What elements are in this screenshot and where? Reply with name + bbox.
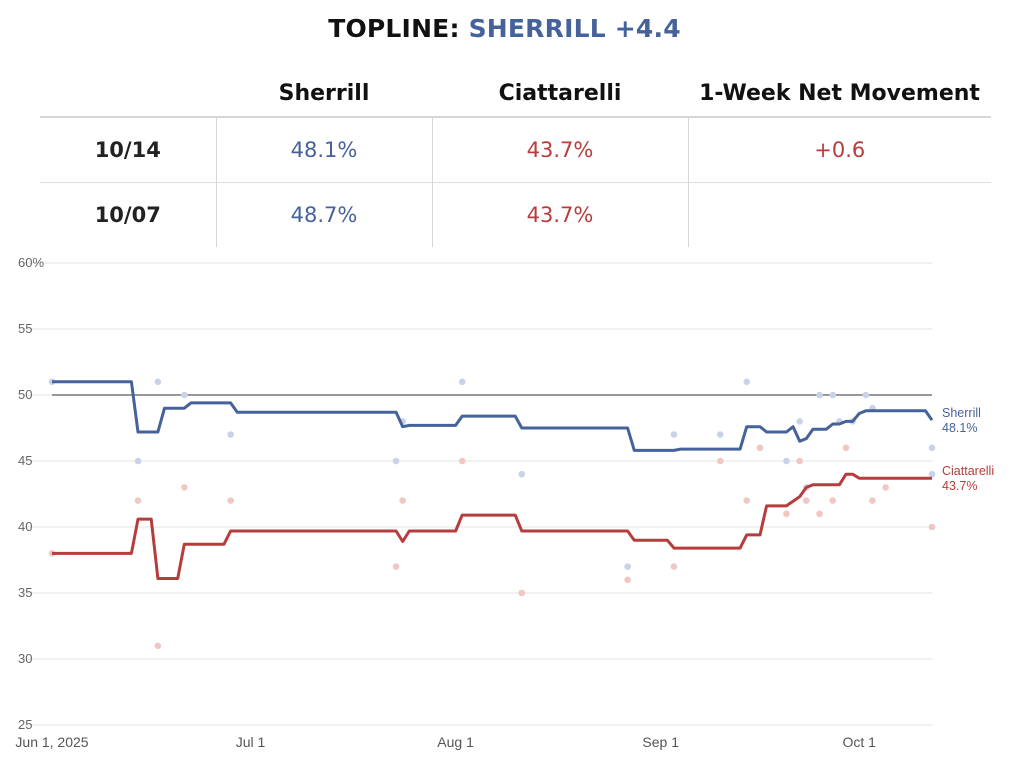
y-tick-label: 30	[18, 651, 32, 666]
y-tick-label: 60%	[18, 255, 44, 270]
x-tick-label: Oct 1	[842, 734, 876, 750]
x-axis-ticks: Jun 1, 2025 Jul 1 Aug 1 Sep 1 Oct 1	[15, 734, 876, 750]
header-net-movement: 1-Week Net Movement	[688, 70, 991, 118]
header-date	[40, 70, 216, 118]
poll-dot-sherrill	[862, 391, 870, 399]
poll-dot-ciattarelli	[796, 457, 803, 465]
series-value-sherrill: 48.1%	[942, 421, 977, 435]
poll-dot-ciattarelli	[670, 563, 678, 570]
poll-dot-sherrill	[227, 431, 234, 438]
poll-dot-sherrill	[181, 391, 188, 399]
poll-dot-sherrill	[154, 378, 162, 386]
poll-dot-sherrill	[518, 470, 526, 478]
poll-dot-sherrill	[796, 418, 803, 425]
y-tick-label: 40	[18, 519, 32, 534]
poll-dot-ciattarelli	[399, 497, 406, 504]
poll-dot-sherrill	[458, 378, 466, 386]
table-header-row: Sherrill Ciattarelli 1-Week Net Movement	[40, 70, 991, 118]
poll-dot-ciattarelli	[829, 497, 837, 504]
x-tick-label: Jul 1	[236, 734, 266, 750]
headline-accent: SHERRILL +4.4	[468, 14, 681, 43]
row-ciattarelli-value: 43.7%	[431, 117, 688, 183]
y-tick-label: 45	[18, 453, 32, 468]
poll-dot-sherrill	[134, 457, 142, 465]
poll-dot-ciattarelli	[154, 642, 162, 650]
series-name-ciattarelli: Ciattarelli	[942, 464, 994, 478]
poll-dot-sherrill	[743, 378, 751, 386]
topline-table: Sherrill Ciattarelli 1-Week Net Movement…	[40, 70, 991, 247]
poll-dot-ciattarelli	[869, 497, 876, 504]
poll-dot-sherrill	[829, 391, 837, 399]
poll-dot-sherrill	[670, 431, 678, 438]
row-net-movement: +0.6	[687, 117, 991, 183]
table-row: 10/07 48.7% 43.7%	[40, 182, 991, 247]
poll-dot-ciattarelli	[227, 497, 234, 504]
header-sherrill: Sherrill	[216, 70, 432, 118]
poll-dot-sherrill	[928, 470, 936, 478]
poll-dot-ciattarelli	[518, 589, 526, 597]
row-date: 10/07	[94, 203, 161, 227]
header-ciattarelli: Ciattarelli	[432, 70, 688, 118]
y-tick-label: 35	[18, 585, 32, 600]
poll-dot-ciattarelli	[882, 484, 889, 491]
y-tick-label: 50	[18, 387, 32, 402]
poll-dot-ciattarelli	[716, 457, 724, 465]
poll-dot-sherrill	[392, 457, 400, 465]
poll-dot-ciattarelli	[783, 510, 790, 518]
y-axis-ticks: 60% 55 50 45 40 35 30 25	[18, 255, 44, 732]
poll-dots	[48, 378, 936, 650]
x-tick-label: Jun 1, 2025	[15, 734, 88, 750]
series-line-sherrill	[52, 380, 934, 452]
poll-dot-ciattarelli	[802, 497, 810, 504]
poll-dot-ciattarelli	[181, 484, 188, 491]
poll-dot-sherrill	[816, 391, 823, 399]
poll-dot-ciattarelli	[756, 444, 764, 452]
headline-prefix: TOPLINE:	[328, 14, 460, 43]
poll-dot-ciattarelli	[928, 523, 936, 531]
row-net-movement	[687, 182, 991, 247]
row-ciattarelli-value: 43.7%	[431, 182, 688, 247]
row-sherrill-value: 48.7%	[215, 182, 432, 247]
series-name-sherrill: Sherrill	[942, 406, 981, 420]
series-value-ciattarelli: 43.7%	[942, 479, 977, 493]
series-lines	[52, 380, 934, 580]
row-sherrill-value: 48.1%	[215, 117, 432, 183]
poll-dot-ciattarelli	[816, 510, 823, 518]
poll-dot-ciattarelli	[134, 497, 142, 504]
y-tick-label: 25	[18, 717, 32, 732]
poll-dot-sherrill	[716, 431, 724, 438]
poll-dot-sherrill	[624, 563, 631, 570]
x-tick-label: Aug 1	[437, 734, 474, 750]
poll-dot-ciattarelli	[842, 444, 850, 452]
gridlines	[22, 262, 932, 726]
poll-dot-ciattarelli	[392, 563, 400, 570]
polling-average-chart: 60% 55 50 45 40 35 30 25 Jun 1, 2025 Jul 1 Aug 1 S…	[15, 255, 994, 750]
y-tick-label: 55	[18, 321, 32, 336]
row-date: 10/14	[40, 117, 216, 183]
poll-dot-sherrill	[928, 444, 936, 452]
poll-dot-sherrill	[783, 457, 790, 465]
poll-dot-ciattarelli	[624, 576, 631, 584]
poll-dot-ciattarelli	[743, 497, 751, 504]
x-tick-label: Sep 1	[642, 734, 679, 750]
poll-dot-ciattarelli	[458, 457, 466, 465]
headline: TOPLINE: SHERRILL +4.4	[0, 14, 1009, 43]
series-line-ciattarelli	[52, 472, 932, 580]
table-row: 10/14 48.1% 43.7% +0.6	[40, 117, 991, 183]
